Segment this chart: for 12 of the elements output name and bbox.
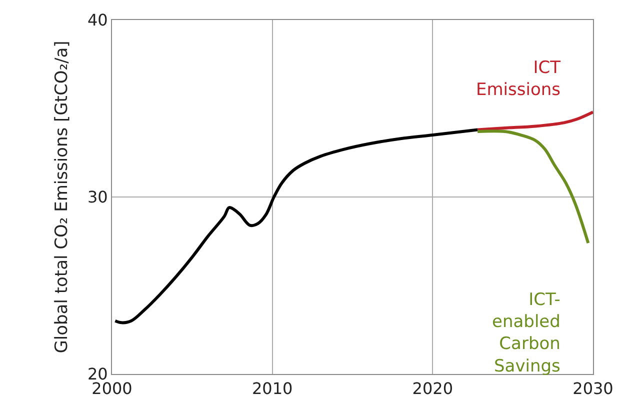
x-tick-label: 2010 [252, 379, 293, 398]
x-tick-label: 2020 [412, 379, 454, 398]
text: ICT-enabled Carbon Savings [492, 290, 561, 376]
series-label: ICT Emissions [476, 58, 562, 100]
x-tick-label: 2000 [92, 379, 132, 398]
x-tick-label: 2030 [572, 379, 614, 398]
line-series [114, 128, 480, 324]
line-series [476, 130, 590, 245]
y-tick-label: 40 [87, 10, 108, 30]
y-tick-label: 30 [87, 188, 108, 207]
line-series [476, 110, 593, 132]
y-axis-title: Global total CO₂ Emissions [GtCO₂/a] [52, 40, 72, 354]
